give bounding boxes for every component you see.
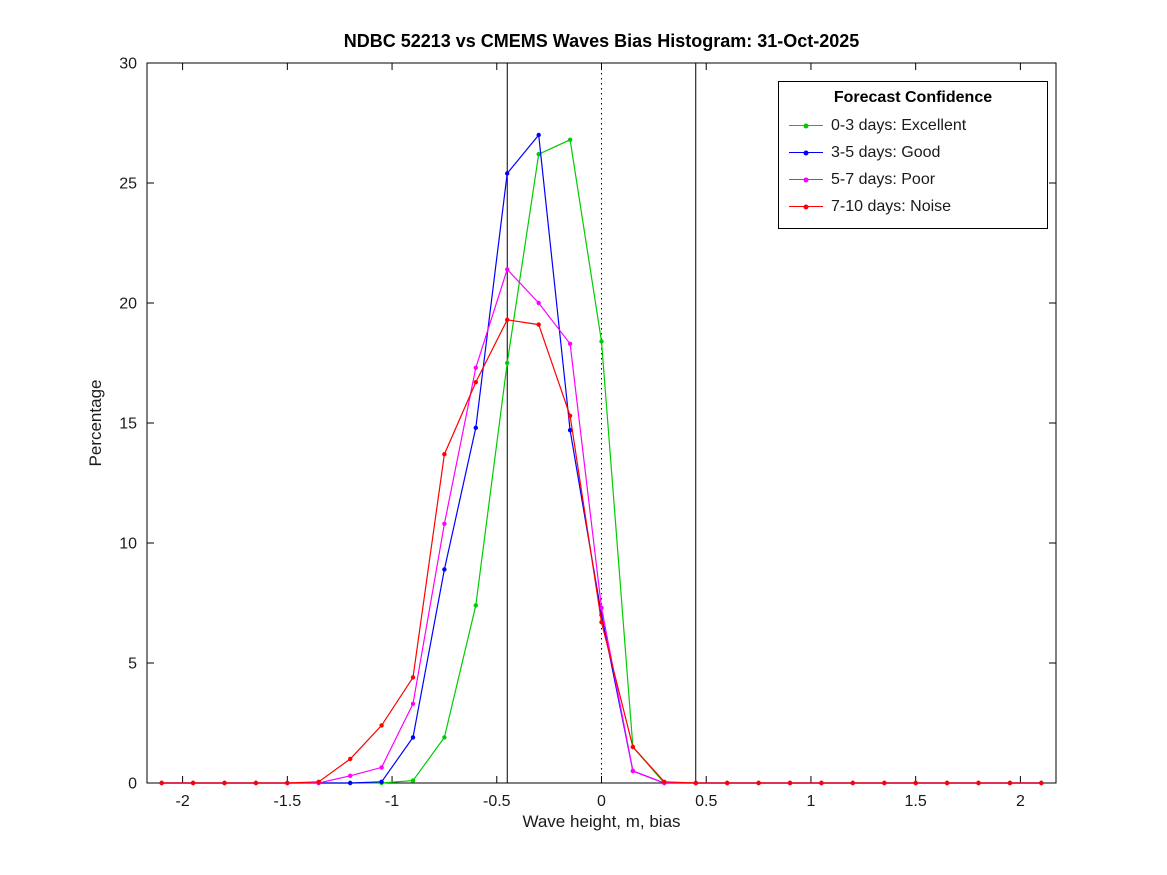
series-marker bbox=[850, 780, 855, 786]
series-marker bbox=[505, 171, 510, 176]
series-marker bbox=[505, 317, 510, 322]
series-marker bbox=[473, 603, 478, 608]
series-marker bbox=[442, 521, 447, 526]
series-marker bbox=[190, 780, 196, 786]
series-marker bbox=[693, 780, 698, 786]
legend-item-label: 7-10 days: Noise bbox=[831, 197, 952, 215]
series-marker bbox=[819, 780, 824, 786]
x-tick-label: 2 bbox=[1016, 793, 1025, 810]
x-tick-label: 1.5 bbox=[905, 793, 927, 810]
series-marker bbox=[410, 675, 416, 680]
series-marker bbox=[630, 744, 636, 750]
series-marker bbox=[725, 780, 730, 786]
series-marker bbox=[379, 723, 384, 728]
x-tick-label: 1 bbox=[806, 793, 815, 810]
legend-item-label: 5-7 days: Poor bbox=[831, 170, 936, 188]
x-axis-label: Wave height, m, bias bbox=[522, 812, 681, 831]
y-tick-label: 5 bbox=[128, 656, 137, 673]
series-marker bbox=[536, 300, 541, 306]
legend-item: 5-7 days: Poor bbox=[789, 166, 1037, 193]
series-marker bbox=[473, 365, 478, 370]
x-tick-label: -1.5 bbox=[274, 793, 302, 810]
legend-item-label: 0-3 days: Excellent bbox=[831, 116, 967, 134]
series-marker bbox=[410, 735, 416, 740]
series-marker bbox=[253, 780, 259, 786]
series-marker bbox=[1007, 780, 1013, 786]
series-marker bbox=[599, 339, 604, 344]
legend-item-label: 3-5 days: Good bbox=[831, 143, 941, 161]
series-marker bbox=[882, 780, 887, 786]
y-tick-label: 15 bbox=[119, 416, 137, 433]
series-marker bbox=[599, 620, 604, 625]
x-tick-label: 0 bbox=[597, 793, 606, 810]
series-marker bbox=[536, 152, 541, 157]
series-marker bbox=[599, 605, 604, 610]
legend-marker bbox=[789, 176, 823, 184]
legend-item: 7-10 days: Noise bbox=[789, 193, 1037, 220]
series-marker bbox=[379, 779, 384, 784]
y-axis-label: Percentage bbox=[86, 379, 105, 467]
legend-title: Forecast Confidence bbox=[833, 89, 993, 106]
y-tick-label: 30 bbox=[119, 56, 137, 73]
series-marker bbox=[976, 780, 981, 786]
legend-items: 0-3 days: Excellent 3-5 days: Good 5-7 day… bbox=[789, 112, 1037, 220]
series-marker bbox=[348, 773, 353, 778]
series-marker bbox=[1039, 780, 1044, 786]
series-marker bbox=[473, 380, 478, 385]
series-marker bbox=[348, 780, 353, 786]
legend-marker bbox=[789, 149, 823, 157]
series-marker bbox=[662, 779, 667, 784]
series-marker bbox=[442, 735, 447, 740]
y-tick-label: 20 bbox=[119, 296, 137, 313]
series-marker bbox=[222, 780, 227, 786]
series-marker bbox=[442, 567, 447, 572]
series-marker bbox=[944, 780, 950, 786]
legend: Forecast Confidence 0-3 days: Excellent 3… bbox=[778, 81, 1048, 229]
series-marker bbox=[567, 137, 573, 142]
x-tick-label: -2 bbox=[175, 793, 189, 810]
series-marker bbox=[567, 341, 573, 346]
series-marker bbox=[473, 425, 478, 430]
series-marker bbox=[756, 780, 761, 786]
series-marker bbox=[505, 267, 510, 272]
series-marker bbox=[410, 701, 416, 706]
x-tick-label: -1 bbox=[385, 793, 399, 810]
series-marker bbox=[630, 768, 636, 774]
series-marker bbox=[379, 765, 384, 770]
series-marker bbox=[442, 452, 447, 457]
series-marker bbox=[159, 780, 164, 786]
series-marker bbox=[536, 132, 541, 138]
legend-item: 0-3 days: Excellent bbox=[789, 112, 1037, 139]
series-marker bbox=[567, 428, 573, 433]
series-marker bbox=[285, 780, 290, 786]
chart-title: NDBC 52213 vs CMEMS Waves Bias Histogram… bbox=[343, 31, 860, 51]
series-marker bbox=[567, 413, 573, 418]
series-marker bbox=[787, 780, 793, 786]
y-tick-label: 25 bbox=[119, 176, 137, 193]
legend-marker bbox=[789, 122, 823, 130]
series-marker bbox=[410, 778, 416, 783]
series-marker bbox=[913, 780, 918, 786]
series-marker bbox=[536, 322, 541, 327]
legend-marker bbox=[789, 203, 823, 211]
y-tick-label: 10 bbox=[119, 536, 137, 553]
y-tick-label: 0 bbox=[128, 776, 137, 793]
legend-item: 3-5 days: Good bbox=[789, 139, 1037, 166]
series-marker bbox=[348, 756, 353, 762]
x-tick-label: 0.5 bbox=[695, 793, 717, 810]
series-marker bbox=[505, 360, 510, 366]
x-tick-label: -0.5 bbox=[483, 793, 511, 810]
series-marker bbox=[316, 779, 321, 784]
